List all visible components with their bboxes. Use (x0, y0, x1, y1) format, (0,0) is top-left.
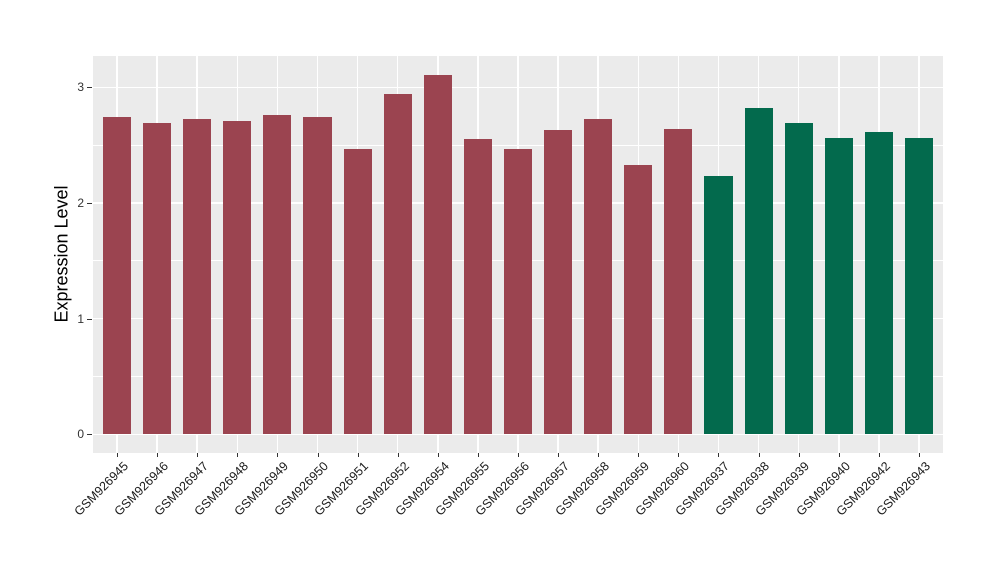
x-tick (838, 453, 840, 457)
bar-GSM926955 (463, 139, 492, 435)
x-tick (718, 453, 720, 457)
bar-GSM926950 (303, 117, 332, 435)
bar-GSM926940 (824, 138, 853, 435)
x-tick (237, 453, 239, 457)
bar-GSM926939 (784, 123, 813, 435)
x-tick (437, 453, 439, 457)
y-tick (87, 318, 92, 320)
x-tick (758, 453, 760, 457)
x-tick (638, 453, 640, 457)
bar-GSM926948 (223, 120, 252, 435)
x-tick (397, 453, 399, 457)
y-tick (87, 202, 92, 204)
bar-GSM926959 (624, 164, 653, 435)
x-tick (157, 453, 159, 457)
x-tick (117, 453, 119, 457)
bar-GSM926954 (423, 74, 452, 435)
bar-GSM926957 (544, 130, 573, 435)
bar-GSM926960 (664, 128, 693, 435)
y-tick-label: 0 (77, 427, 84, 442)
x-tick (317, 453, 319, 457)
x-tick (878, 453, 880, 457)
x-tick (518, 453, 519, 457)
bar-GSM926958 (584, 118, 613, 435)
bar-GSM926949 (263, 115, 292, 435)
y-tick (87, 434, 92, 436)
x-tick (598, 453, 600, 457)
x-tick (197, 453, 199, 457)
bar-GSM926947 (183, 118, 212, 435)
bar-GSM926943 (904, 138, 933, 435)
bar-GSM926946 (143, 123, 172, 435)
y-tick-label: 3 (77, 80, 84, 95)
y-tick (87, 87, 92, 89)
plot-panel (93, 56, 943, 453)
bar-GSM926956 (503, 148, 533, 435)
x-tick (798, 453, 800, 457)
x-tick (558, 453, 560, 457)
x-tick (277, 453, 279, 457)
x-tick (918, 453, 920, 457)
x-tick (678, 453, 680, 457)
bar-GSM926945 (103, 117, 132, 435)
y-tick-label: 2 (77, 195, 84, 210)
y-tick-label: 1 (77, 311, 84, 326)
bar-GSM926938 (744, 108, 773, 435)
bar-GSM926951 (343, 148, 372, 435)
bar-GSM926937 (704, 176, 733, 435)
bar-GSM926942 (864, 132, 893, 435)
bar-GSM926952 (383, 94, 412, 435)
x-tick (357, 453, 359, 457)
x-tick (477, 453, 479, 457)
